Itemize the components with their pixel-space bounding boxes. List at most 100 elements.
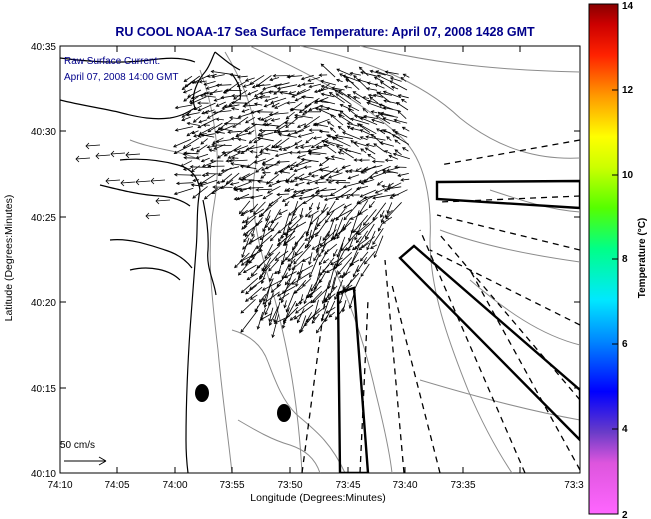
current-vector <box>174 174 193 176</box>
current-vector-head <box>264 311 268 316</box>
current-vector-head <box>391 134 396 138</box>
current-vector <box>298 269 303 279</box>
current-vector-head <box>310 288 314 292</box>
current-vector <box>308 151 327 155</box>
current-vector-head <box>285 115 290 120</box>
current-vector-head <box>234 187 239 192</box>
current-vector <box>277 161 290 163</box>
current-vector <box>360 189 377 198</box>
current-vector-head <box>300 157 305 162</box>
current-vector-head <box>314 123 319 127</box>
current-vector-head <box>269 278 273 282</box>
current-vector-head <box>314 226 318 231</box>
current-vector-head <box>295 283 299 288</box>
current-vector-head <box>207 164 212 169</box>
current-vector <box>271 284 282 293</box>
x-tick-label: 73:45 <box>335 480 360 491</box>
current-vector <box>332 221 352 240</box>
current-vector <box>198 133 215 137</box>
current-vector-head <box>267 90 272 94</box>
current-vector-head <box>356 268 360 273</box>
current-vector-head <box>325 269 330 274</box>
current-vector <box>384 150 392 155</box>
current-vector-head <box>313 122 317 127</box>
current-vector <box>358 195 375 205</box>
current-vector <box>360 263 370 277</box>
current-vector <box>309 83 322 88</box>
current-vector-head <box>260 280 265 285</box>
current-vector <box>391 86 399 90</box>
current-vector <box>221 95 234 99</box>
current-vector-head <box>318 108 323 112</box>
current-vector <box>403 73 410 78</box>
current-vector-head <box>266 190 271 194</box>
current-vector <box>211 186 224 194</box>
current-vector-head <box>337 89 342 94</box>
current-vector <box>315 220 327 237</box>
current-vector-head <box>227 130 231 134</box>
current-vector <box>200 138 208 145</box>
current-vector-head <box>259 133 264 138</box>
current-vector-head <box>270 118 275 122</box>
x-tick-label: 74:10 <box>47 480 72 491</box>
current-vector-head <box>275 144 279 149</box>
current-vector <box>204 81 216 85</box>
current-vector-head <box>338 274 343 278</box>
current-vector-head <box>358 246 363 251</box>
current-vector <box>321 93 335 98</box>
current-vector-head <box>197 124 202 129</box>
current-vector-head <box>286 74 291 79</box>
current-vector-head <box>276 242 281 247</box>
current-vector <box>245 230 250 237</box>
current-vector <box>372 161 385 163</box>
current-vector <box>370 244 378 249</box>
current-vector-head <box>300 76 305 81</box>
current-vector-head <box>376 128 380 132</box>
current-vector-head <box>284 274 288 279</box>
current-vector-head <box>189 101 194 105</box>
current-vector-head <box>371 118 375 123</box>
current-vector <box>360 71 378 77</box>
current-vector-head <box>296 150 301 154</box>
current-vector <box>319 264 330 276</box>
current-vector <box>386 166 401 172</box>
current-vector-head <box>244 128 249 132</box>
current-vector-head <box>380 219 385 224</box>
current-vector-head <box>220 168 225 173</box>
current-vector <box>263 123 281 127</box>
current-vector-head <box>343 85 348 89</box>
current-vector-head <box>386 210 390 214</box>
current-vector <box>321 85 336 91</box>
current-vector-head <box>295 310 299 314</box>
current-vector <box>314 221 321 231</box>
current-vector <box>383 118 401 124</box>
current-vector <box>262 215 271 232</box>
current-vector-head <box>397 94 402 98</box>
current-vector-head <box>190 147 195 151</box>
current-vector <box>385 202 402 220</box>
current-vector <box>306 222 313 235</box>
current-vector <box>229 159 248 162</box>
x-axis-label: Longitude (Degrees:Minutes) <box>250 492 385 504</box>
current-vector <box>193 116 201 123</box>
current-vector <box>343 272 360 291</box>
current-vector-head <box>313 257 317 262</box>
current-vector <box>284 187 291 192</box>
scale-arrow <box>64 456 107 466</box>
current-vector-head <box>234 264 238 269</box>
current-vector-head <box>242 84 247 88</box>
current-vector <box>278 209 288 215</box>
current-vector-head <box>338 114 342 118</box>
current-vector-head <box>264 98 269 102</box>
current-vector <box>368 94 375 97</box>
current-vector <box>316 314 329 334</box>
current-vector-head <box>311 246 316 250</box>
current-vector-head <box>358 66 363 71</box>
current-vector <box>268 208 281 231</box>
current-vector-head <box>345 76 349 81</box>
current-vector-head <box>298 109 303 113</box>
current-vector-head <box>261 267 265 272</box>
current-vector <box>311 137 329 149</box>
current-vector-head <box>268 267 272 272</box>
station-marker-1 <box>195 384 209 402</box>
